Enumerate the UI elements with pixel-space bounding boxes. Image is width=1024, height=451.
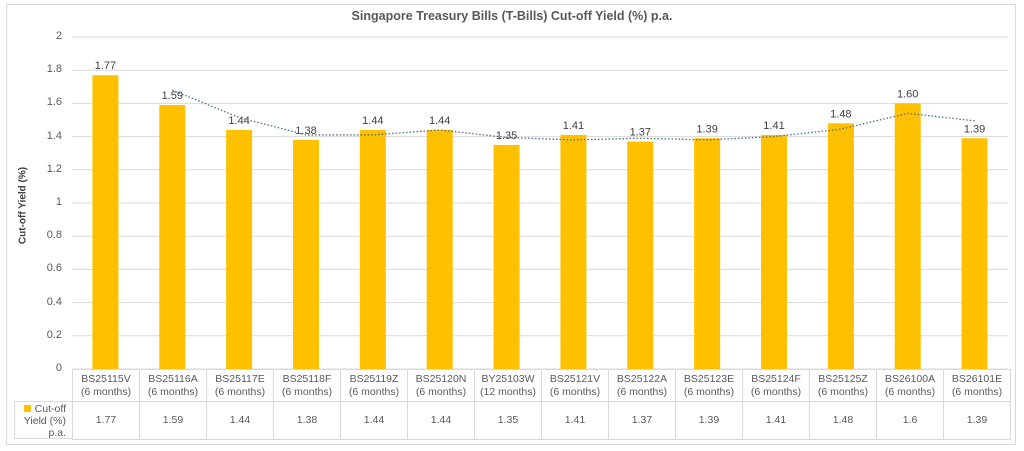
table-value: 1.48: [809, 401, 877, 440]
data-label: 1.38: [295, 125, 316, 137]
y-tick-label: 0.2: [46, 328, 62, 341]
table-value: 1.6: [876, 401, 944, 440]
category-label: BS25116A (6 months): [139, 369, 207, 402]
y-tick-label: 1.8: [46, 63, 62, 76]
data-label: 1.44: [362, 115, 383, 127]
legend-key: Cut-off Yield (%) p.a.: [14, 401, 72, 439]
category-label: BS25120N (6 months): [407, 369, 475, 402]
data-label: 1.48: [830, 108, 851, 120]
category-label: BS25124F (6 months): [742, 369, 810, 402]
chart-title: Singapore Treasury Bills (T-Bills) Cut-o…: [351, 9, 673, 23]
bar: [761, 134, 787, 369]
table-value: 1.44: [340, 401, 408, 440]
bar: [627, 141, 654, 369]
y-tick-label: 1.2: [46, 162, 62, 175]
category-label: BS25122A (6 months): [608, 369, 676, 402]
data-label: 1.37: [630, 127, 651, 139]
y-tick-label: 2: [55, 30, 62, 42]
bar: [92, 75, 119, 370]
category-label: BS26100A (6 months): [876, 369, 944, 402]
data-label: 1.39: [696, 123, 717, 135]
y-tick-label: 0: [55, 362, 62, 374]
category-label: BS25115V (6 months): [72, 369, 140, 402]
bar: [226, 129, 253, 369]
data-label: 1.59: [162, 90, 183, 102]
category-label: BS25125Z (6 months): [809, 369, 877, 402]
bar: [359, 129, 386, 369]
data-label: 1.44: [228, 115, 249, 127]
data-label: 1.60: [897, 88, 918, 100]
y-tick-label: 0.6: [46, 262, 62, 275]
table-value: 1.44: [206, 401, 274, 440]
legend-swatch-icon: [23, 405, 31, 412]
bar: [894, 103, 921, 370]
table-value: 1.41: [742, 401, 810, 440]
table-value: 1.77: [72, 401, 140, 440]
table-value: 1.44: [407, 401, 475, 440]
y-tick-label: 1: [55, 196, 62, 208]
y-tick-label: 1.6: [46, 96, 62, 109]
table-value: 1.38: [273, 401, 341, 440]
table-value: 1.35: [474, 401, 542, 440]
bar: [827, 123, 854, 369]
table-value: 1.41: [541, 401, 609, 440]
category-label: BS25123E (6 months): [675, 369, 743, 402]
y-tick-label: 0.4: [46, 295, 62, 308]
category-label: BS25118F (6 months): [273, 369, 341, 402]
bar: [159, 105, 186, 369]
data-label: 1.77: [95, 60, 116, 72]
bar: [293, 139, 319, 369]
bar: [961, 138, 988, 369]
bar: [426, 129, 453, 369]
table-value: 1.39: [675, 401, 743, 440]
category-label: BS25119Z (6 months): [340, 369, 408, 402]
bar: [493, 144, 520, 369]
chart-frame: [6, 4, 1016, 445]
data-label: 1.35: [496, 130, 517, 142]
data-label: 1.41: [563, 120, 584, 132]
y-tick-label: 1.4: [46, 129, 62, 142]
data-table: BS25115V (6 months) BS25116A (6 months) BS25…: [72, 369, 1011, 440]
category-label: BS25117E (6 months): [206, 369, 274, 402]
data-label: 1.41: [763, 120, 784, 132]
table-value: 1.59: [139, 401, 207, 440]
data-label: 1.39: [964, 123, 985, 135]
trendline: [172, 89, 975, 141]
bar: [560, 134, 587, 369]
table-value: 1.37: [608, 401, 676, 440]
bar: [694, 138, 721, 369]
category-label: BY25103W (12 months): [474, 369, 542, 402]
y-tick-label: 0.8: [46, 229, 62, 242]
category-label: BS26101E (6 months): [943, 369, 1011, 402]
table-value: 1.39: [943, 401, 1011, 440]
data-label: 1.44: [429, 115, 450, 127]
category-label: BS25121V (6 months): [541, 369, 609, 402]
